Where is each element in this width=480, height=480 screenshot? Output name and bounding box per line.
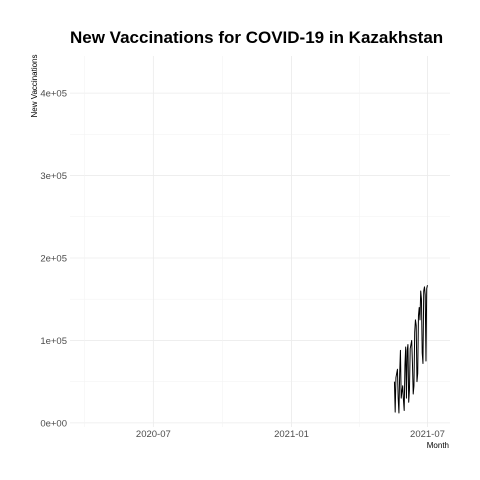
x-tick-label: 2021-07 [410,429,445,440]
y-axis-ticks: 0e+00 1e+05 2e+05 3e+05 4e+05 [40,89,67,430]
y-tick-label: 1e+05 [40,336,67,347]
y-tick-label: 3e+05 [40,171,67,182]
x-axis-label: Month [427,441,449,450]
y-axis-label: New Vaccinations [30,55,39,118]
y-tick-label: 4e+05 [40,89,67,100]
chart-title: New Vaccinations for COVID-19 in Kazakhs… [70,28,443,47]
series-line [393,285,428,414]
x-tick-label: 2020-07 [136,429,171,440]
x-tick-label: 2021-01 [274,429,309,440]
grid [70,56,450,427]
y-tick-label: 0e+00 [40,418,67,429]
y-tick-label: 2e+05 [40,253,67,264]
series-layer [393,285,428,414]
x-axis-ticks: 2020-07 2021-01 2021-07 [136,429,445,440]
